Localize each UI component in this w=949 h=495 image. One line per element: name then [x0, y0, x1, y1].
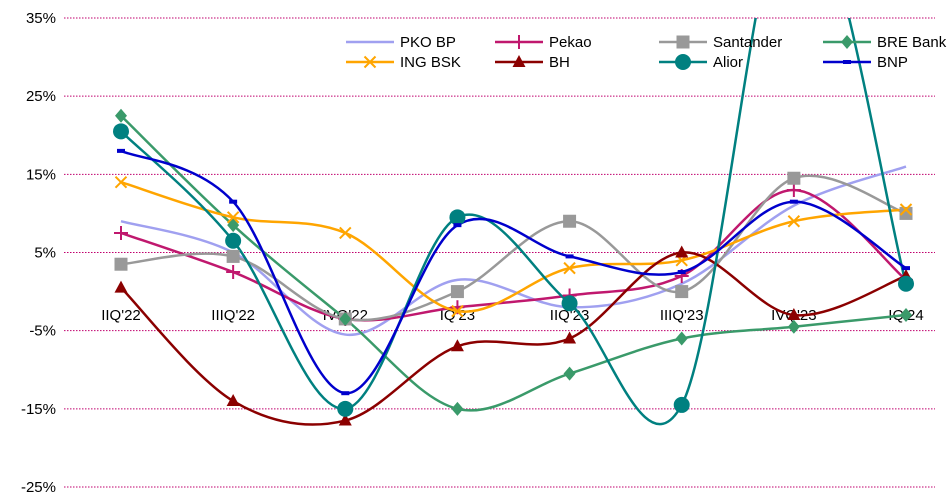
- point-alior: [113, 123, 129, 140]
- legend-item-santander: Santander: [659, 34, 782, 51]
- point-bre-bank: [115, 108, 127, 123]
- point-bnp: [341, 391, 350, 396]
- legend-marker-ing-bsk: [363, 55, 377, 69]
- point-ing-bsk: [787, 215, 801, 228]
- point-ing-bsk: [114, 175, 128, 189]
- point-bre-bank: [563, 366, 576, 381]
- series-line-bh: [120, 251, 907, 426]
- point-alior: [225, 232, 242, 249]
- series-markers: [113, 108, 914, 426]
- legend-marker-bh: [512, 55, 526, 67]
- point-alior: [561, 295, 578, 312]
- point-bnp: [453, 223, 462, 228]
- legend-label: BRE Bank: [877, 34, 947, 51]
- legend-label: BH: [549, 54, 570, 71]
- legend-label: Alior: [713, 54, 743, 71]
- x-tick-label: IIIQ'23: [660, 307, 704, 324]
- point-bh: [450, 339, 464, 352]
- x-tick-label: IIIQ'22: [211, 307, 255, 324]
- point-alior: [898, 275, 914, 292]
- x-tick-label: IIQ'22: [101, 307, 141, 324]
- y-tick-label: 15%: [26, 166, 56, 183]
- point-bnp: [677, 270, 686, 275]
- point-bh: [114, 280, 128, 293]
- point-bre-bank: [675, 331, 688, 346]
- series-line-ing-bsk: [120, 180, 907, 313]
- point-bre-bank: [451, 401, 464, 416]
- point-ing-bsk: [563, 261, 576, 275]
- legend-item-alior: Alior: [659, 54, 743, 71]
- point-alior: [449, 209, 466, 226]
- point-santander: [899, 206, 913, 220]
- y-tick-label: 35%: [26, 10, 56, 27]
- point-santander: [787, 171, 801, 185]
- series-line-bre-bank: [120, 114, 907, 412]
- point-ing-bsk: [226, 211, 240, 224]
- point-santander: [563, 214, 577, 228]
- point-bh: [338, 413, 352, 426]
- y-tick-label: -25%: [21, 479, 56, 495]
- legend-label: BNP: [877, 54, 908, 71]
- legend-label: ING BSK: [400, 54, 461, 71]
- point-alior: [337, 400, 354, 417]
- y-tick-label: 5%: [34, 245, 56, 262]
- point-bh: [226, 394, 240, 407]
- y-axis-tick-labels: 35% 25% 15% 5% -5% -15% -25%: [21, 10, 56, 495]
- point-santander: [675, 285, 689, 299]
- legend-label: Santander: [713, 34, 782, 51]
- point-bre-bank: [900, 308, 912, 323]
- point-bnp: [789, 199, 798, 204]
- legend-item-bnp: BNP: [823, 54, 908, 71]
- point-bh: [787, 308, 801, 321]
- point-ing-bsk: [451, 304, 464, 318]
- point-pekao: [114, 225, 128, 240]
- point-bre-bank: [787, 319, 800, 334]
- point-alior: [673, 396, 690, 413]
- legend-marker-bnp: [843, 60, 851, 64]
- legend-label: PKO BP: [400, 34, 456, 51]
- x-tick-label: IIQ'23: [550, 307, 590, 324]
- point-ing-bsk: [339, 226, 352, 240]
- point-ing-bsk: [899, 203, 913, 216]
- point-bnp: [229, 199, 238, 204]
- point-bnp: [902, 266, 910, 271]
- legend: PKO BP Pekao Santander BRE Bank ING BSK BH Ali…: [346, 34, 947, 71]
- series-line-santander: [120, 174, 907, 322]
- legend-marker-santander: [676, 35, 690, 49]
- point-bre-bank: [339, 311, 352, 326]
- legend-item-pekao: Pekao: [495, 34, 592, 51]
- y-tick-label: -15%: [21, 401, 56, 418]
- legend-marker-alior: [675, 54, 691, 70]
- y-tick-label: 25%: [26, 88, 56, 105]
- point-bh: [675, 245, 689, 258]
- point-bh: [563, 331, 577, 344]
- point-santander: [226, 249, 240, 263]
- gridlines: [64, 17, 935, 488]
- point-santander: [450, 285, 464, 299]
- legend-item-pko-bp: PKO BP: [346, 34, 456, 51]
- point-santander: [114, 257, 128, 271]
- point-bnp: [565, 254, 574, 259]
- legend-label: Pekao: [549, 34, 592, 51]
- legend-marker-bre-bank: [841, 35, 853, 49]
- legend-item-bh: BH: [495, 54, 570, 71]
- y-tick-label: -5%: [29, 323, 56, 340]
- point-bnp: [117, 148, 125, 153]
- point-pekao: [226, 265, 241, 280]
- legend-item-bre-bank: BRE Bank: [823, 34, 947, 51]
- point-pekao: [786, 182, 801, 197]
- series-line-bnp: [120, 149, 907, 395]
- legend-marker-pekao: [512, 35, 526, 49]
- legend-item-ing-bsk: ING BSK: [346, 54, 461, 71]
- x-axis-tick-labels: IIQ'22IIIQ'22IVQ'22IQ'23IIQ'23IIIQ'23IVQ…: [101, 307, 923, 324]
